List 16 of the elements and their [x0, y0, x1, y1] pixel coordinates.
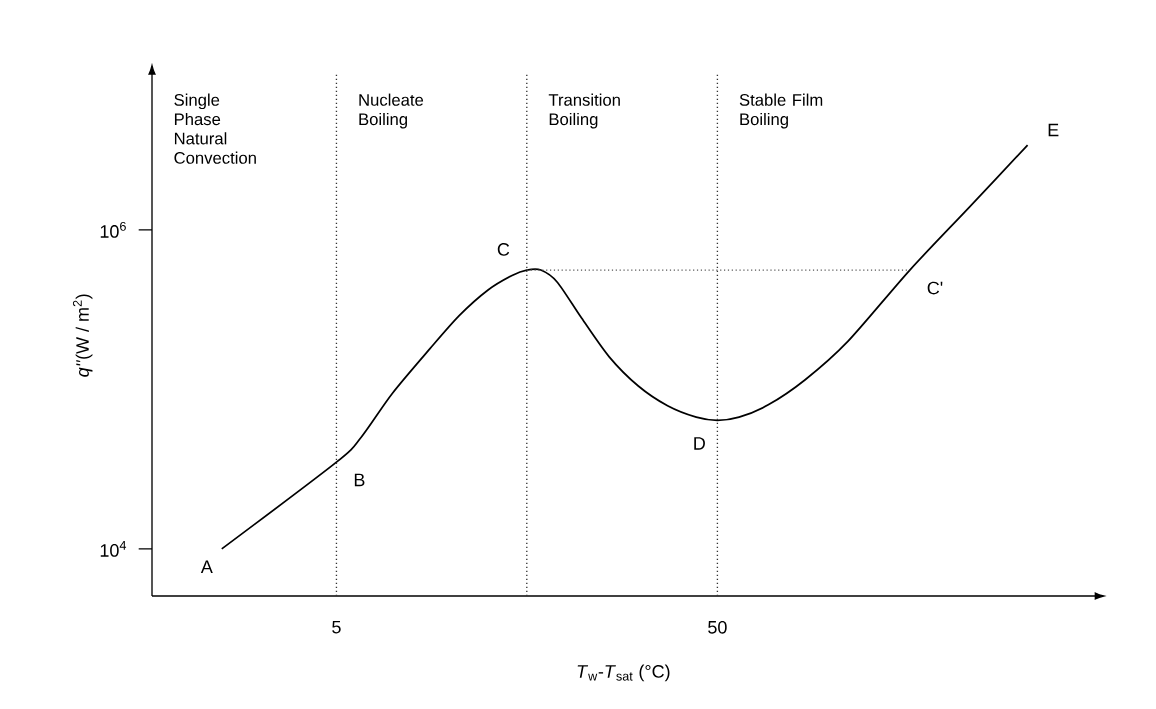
- annotation: C: [497, 242, 510, 256]
- x-axis-title: T$_{w}$-T$_{sat}$ (°C): [577, 664, 670, 682]
- y-tick-label: 10$^{6}$: [100, 221, 126, 238]
- annotation: Single Phase Natural Convection: [174, 93, 256, 164]
- annotation: C': [927, 281, 943, 295]
- x-tick-label: 50: [708, 620, 727, 634]
- annotation: Transition Boiling: [548, 93, 620, 129]
- annotation: B: [354, 473, 365, 486]
- x-tick-label: 5: [332, 620, 341, 634]
- y-tick-label: 10$^{4}$: [100, 540, 127, 557]
- annotation: A: [200, 560, 213, 573]
- annotation: Stable Film Boiling: [739, 93, 823, 129]
- y-axis-title: q''(W / m$^{2}$): [72, 294, 93, 377]
- annotation: Nucleate Boiling: [359, 93, 424, 129]
- annotation: D: [694, 437, 705, 450]
- annotation: E: [1048, 123, 1059, 137]
